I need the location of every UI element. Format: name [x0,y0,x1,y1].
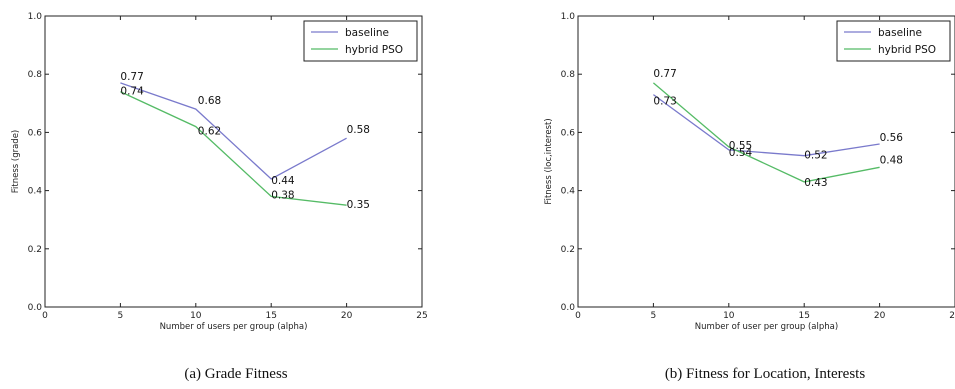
data-label: 0.77 [120,71,143,83]
y-axis-label: Fitness (loc,interest) [544,118,554,204]
y-tick-label: 0.0 [561,303,576,313]
data-label: 0.52 [804,150,827,162]
x-tick-label: 15 [265,311,276,321]
legend-entry: baseline [345,27,389,39]
plot-frame [577,15,955,308]
data-label: 0.35 [347,199,370,211]
y-tick-label: 0.6 [28,128,43,138]
data-label: 0.43 [804,177,827,189]
x-tick-label: 20 [341,311,353,321]
y-tick-label: 0.6 [561,128,576,138]
data-label: 0.73 [653,96,676,108]
series-line-hybrid-pso [120,91,347,206]
x-tick-label: 15 [798,311,809,321]
y-tick-label: 0.4 [561,187,576,197]
x-tick-label: 0 [575,311,581,321]
data-label: 0.55 [729,140,752,152]
data-label: 0.48 [880,154,903,166]
y-axis-label: Fitness (grade) [11,130,21,194]
data-label: 0.44 [271,175,295,187]
series-line-baseline [653,94,880,157]
data-label: 0.77 [653,68,676,80]
y-tick-label: 0.2 [28,245,42,255]
figure-caption: (b) Fitness for Location, Interests [665,366,866,382]
y-tick-label: 0.2 [561,245,575,255]
x-tick-label: 5 [118,311,124,321]
data-label: 0.62 [198,126,221,138]
data-label: 0.74 [120,86,144,98]
legend-box [303,20,418,62]
data-label: 0.68 [198,95,221,107]
legend-entry: baseline [878,27,922,39]
legend-entry: hybrid PSO [345,44,403,56]
figure-caption: (a) Grade Fitness [184,366,287,382]
x-tick-label: 5 [651,311,657,321]
legend-box [836,20,951,62]
data-label: 0.56 [880,132,904,144]
x-axis-label: Number of users per group (alpha) [160,322,308,332]
y-tick-label: 0.0 [28,303,43,313]
plot-frame [44,15,423,308]
data-label: 0.54 [729,147,753,159]
data-label: 0.38 [271,189,294,201]
x-tick-label: 0 [42,311,48,321]
x-tick-label: 25 [416,311,427,321]
y-tick-label: 1.0 [28,12,43,22]
y-tick-label: 1.0 [561,12,576,22]
y-tick-label: 0.8 [561,70,576,80]
x-tick-label: 10 [190,311,202,321]
y-tick-label: 0.8 [28,70,43,80]
legend-entry: hybrid PSO [878,44,936,56]
x-tick-label: 20 [874,311,886,321]
series-line-hybrid-pso [652,82,880,183]
x-axis-label: Number of user per group (alpha) [695,322,838,332]
x-tick-label: 25 [949,311,955,321]
y-tick-label: 0.4 [28,187,43,197]
data-label: 0.58 [347,124,370,136]
series-line-baseline [120,82,347,180]
x-tick-label: 10 [723,311,735,321]
